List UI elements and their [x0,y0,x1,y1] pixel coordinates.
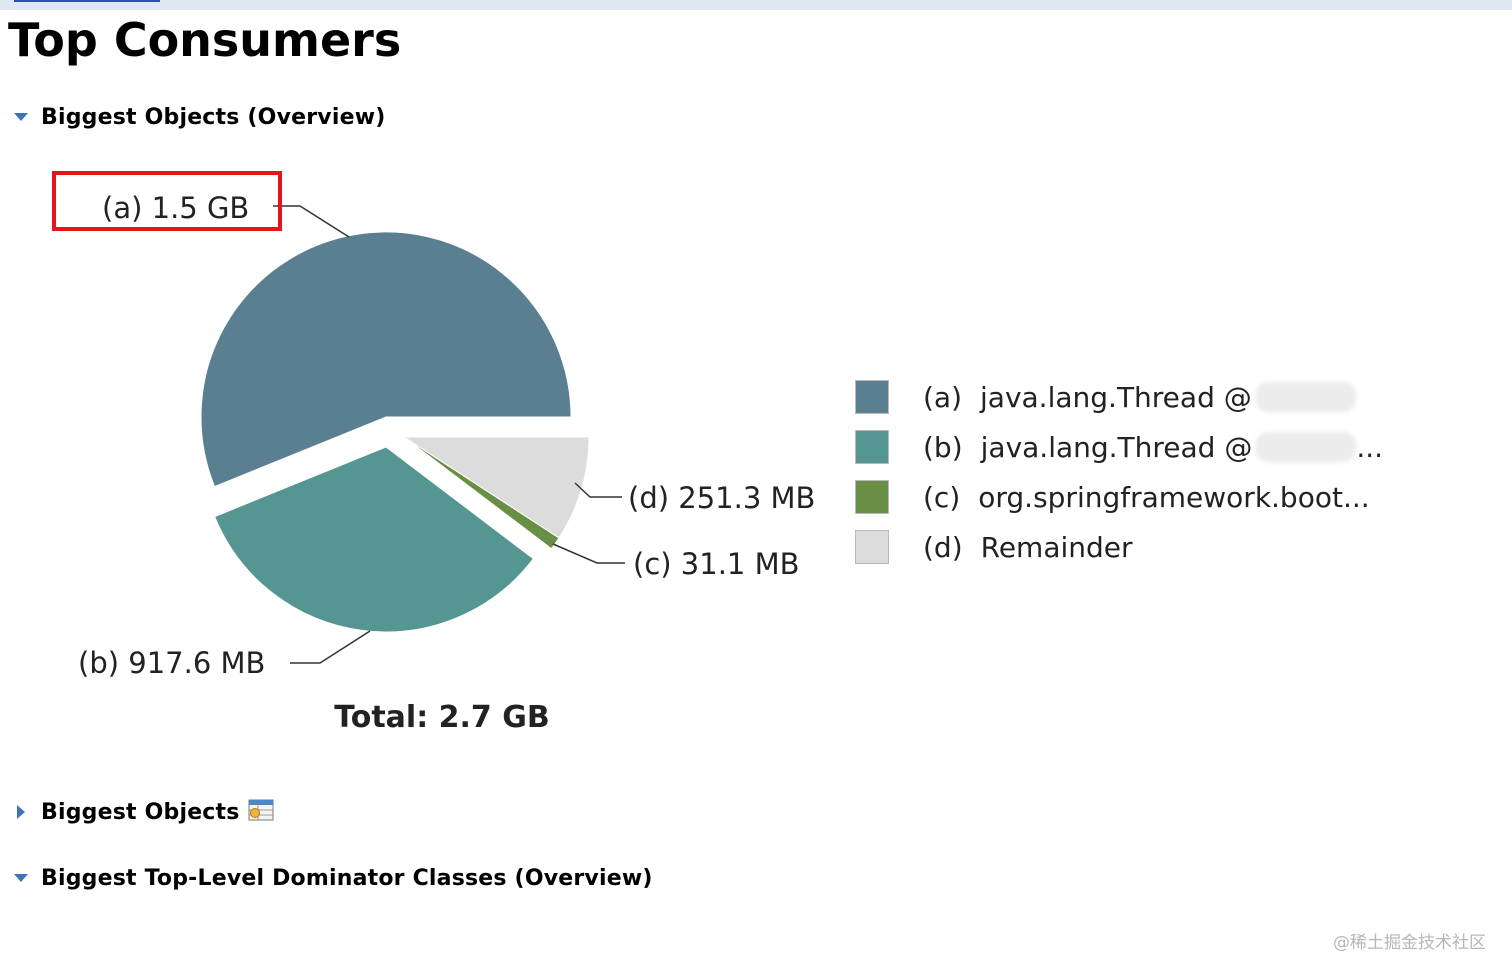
chart-legend: (a) java.lang.Thread @ (b) java.lang.Thread… [855,372,1383,572]
top-bar [0,0,1512,10]
leader-line [574,482,622,498]
section-label: Biggest Top-Level Dominator Classes (Ove… [41,865,653,891]
slice-label-b: (b) 917.6 MB [78,646,265,680]
legend-name: Remainder [980,530,1133,564]
leader-line [273,205,350,238]
legend-name: java.lang.Thread @ [980,380,1252,414]
legend-item: (b) java.lang.Thread @... [855,422,1383,472]
slice-label-a: (a) 1.5 GB [102,191,249,225]
legend-item: (c) org.springframework.boot... [855,472,1383,522]
legend-swatch [855,480,889,514]
legend-item: (d) Remainder [855,522,1383,572]
legend-id: (b) [923,430,963,464]
redacted-address [1255,382,1356,412]
collapsed-triangle-icon[interactable] [12,805,30,819]
section-label: Biggest Objects (Overview) [41,104,386,130]
pie-slice-a[interactable] [200,231,572,488]
slice-label-d: (d) 251.3 MB [628,481,815,515]
section-label: Biggest Objects [41,799,240,825]
redacted-address [1256,432,1357,462]
page-title: Top Consumers [8,13,402,67]
legend-name: java.lang.Thread @ [980,430,1253,464]
leader-line [290,630,371,664]
legend-id: (c) [923,480,961,514]
expanded-triangle-icon[interactable] [12,110,30,124]
legend-name: org.springframework.boot... [978,480,1370,514]
section-dominator-classes-overview[interactable]: Biggest Top-Level Dominator Classes (Ove… [12,863,653,893]
legend-swatch [855,530,889,564]
pie-slice-b[interactable] [213,446,535,633]
leader-line [552,543,625,564]
legend-swatch [855,380,889,414]
expanded-triangle-icon[interactable] [12,871,30,885]
watermark: @稀土掘金技术社区 [1333,933,1486,953]
section-biggest-objects[interactable]: Biggest Objects [12,797,274,827]
legend-id: (d) [923,530,963,564]
legend-swatch [855,430,889,464]
table-icon[interactable] [248,799,274,825]
highlight-box [52,171,282,231]
chart-total: Total: 2.7 GB [334,700,549,735]
legend-ellipsis: ... [1356,430,1384,464]
breadcrumb-link[interactable] [14,0,160,2]
pie-chart: (a) 1.5 GB (b) 917.6 MB (c) 31.1 MB (d) 251… [52,171,815,735]
section-biggest-objects-overview[interactable]: Biggest Objects (Overview) [12,102,385,132]
slice-label-c: (c) 31.1 MB [633,547,800,581]
legend-item: (a) java.lang.Thread @ [855,372,1383,422]
legend-id: (a) [923,380,963,414]
